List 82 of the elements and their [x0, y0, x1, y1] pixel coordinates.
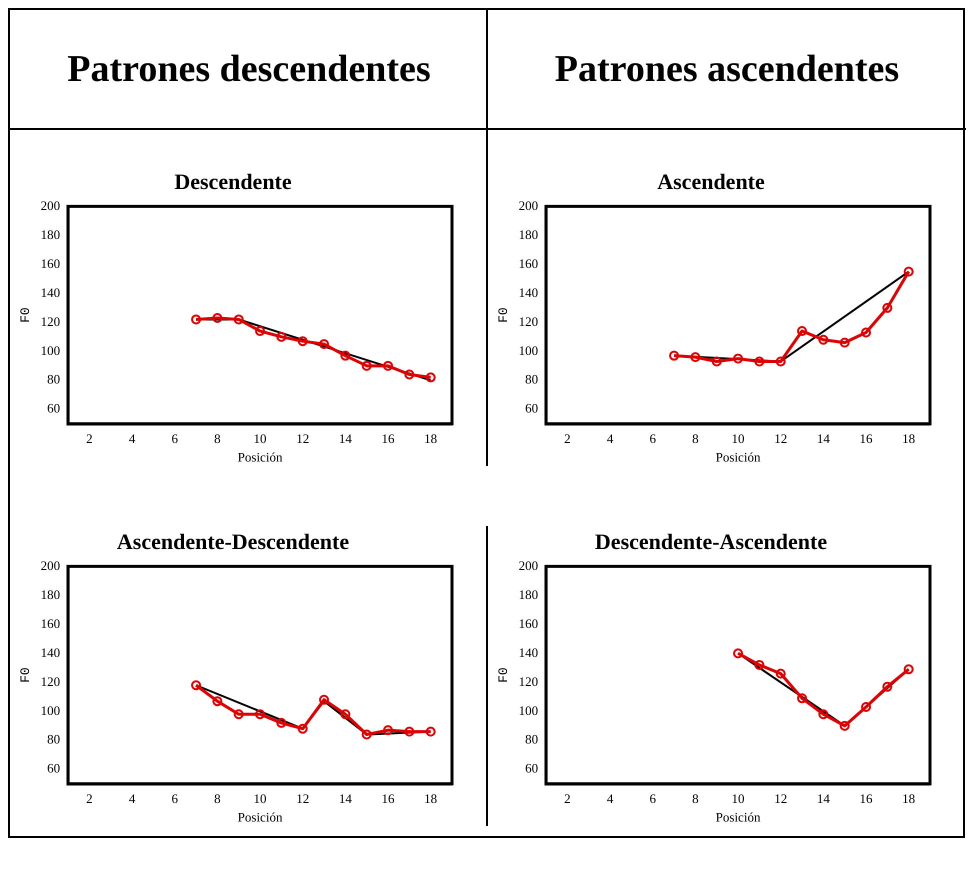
y-tick-label: 120 [40, 674, 60, 689]
x-tick-label: 10 [254, 791, 267, 806]
x-tick-label: 12 [296, 431, 310, 446]
y-tick-label: 60 [47, 760, 60, 776]
x-tick-label: 4 [128, 431, 136, 446]
y-tick-label: 80 [47, 372, 60, 387]
y-tick-label: 200 [40, 558, 60, 573]
x-axis-title: Posición [238, 810, 283, 825]
chart-title: Descendente [174, 168, 292, 194]
chart-title: Ascendente-Descendente [116, 528, 350, 554]
x-tick-label: 16 [860, 791, 874, 806]
y-tick-label: 180 [518, 226, 538, 242]
y-tick-label: 100 [40, 702, 60, 718]
y-tick-label: 100 [518, 342, 538, 358]
y-tick-label: 160 [518, 256, 538, 271]
y-tick-label: 140 [40, 644, 60, 660]
x-tick-label: 14 [338, 791, 352, 806]
y-tick-label: 80 [47, 732, 60, 747]
y-tick-label: 120 [518, 314, 538, 329]
x-tick-label: 8 [692, 791, 699, 806]
y-tick-label: 60 [525, 760, 538, 776]
y-axis-title: F0 [18, 307, 34, 323]
x-tick-label: 18 [902, 431, 916, 446]
y-tick-label: 200 [518, 198, 538, 213]
chart-title: Descendente-Ascendente [594, 528, 828, 554]
y-tick-label: 140 [40, 284, 60, 300]
x-tick-label: 6 [171, 791, 178, 806]
x-tick-label: 10 [732, 431, 745, 446]
x-tick-label: 12 [774, 791, 788, 806]
x-tick-label: 4 [128, 791, 136, 806]
x-tick-label: 8 [214, 791, 221, 806]
x-tick-label: 8 [692, 431, 699, 446]
x-tick-label: 18 [902, 791, 916, 806]
y-tick-label: 60 [47, 400, 60, 416]
x-tick-label: 6 [649, 431, 656, 446]
text: Patrones ascendentes [488, 10, 966, 130]
x-tick-label: 12 [296, 791, 310, 806]
y-tick-label: 100 [40, 342, 60, 358]
y-tick-label: 180 [518, 586, 538, 602]
y-tick-label: 160 [40, 256, 60, 271]
y-tick-label: 80 [525, 372, 538, 387]
x-tick-label: 6 [171, 431, 178, 446]
x-tick-label: 16 [382, 431, 396, 446]
x-axis-title: Posición [716, 810, 761, 825]
y-tick-label: 160 [518, 616, 538, 631]
x-tick-label: 16 [382, 791, 396, 806]
y-tick-label: 120 [518, 674, 538, 689]
x-tick-label: 6 [649, 791, 656, 806]
x-tick-label: 10 [254, 431, 267, 446]
x-tick-label: 14 [816, 431, 830, 446]
x-tick-label: 12 [774, 431, 788, 446]
x-axis-title: Posición [238, 450, 283, 465]
x-tick-label: 14 [338, 431, 352, 446]
y-tick-label: 180 [40, 226, 60, 242]
y-tick-label: 80 [525, 732, 538, 747]
y-tick-label: 200 [40, 198, 60, 213]
x-tick-label: 2 [564, 791, 571, 806]
y-tick-label: 120 [40, 314, 60, 329]
x-tick-label: 16 [860, 431, 874, 446]
y-tick-label: 140 [518, 644, 538, 660]
x-tick-label: 4 [606, 431, 614, 446]
x-tick-label: 2 [86, 791, 93, 806]
y-axis-title: F0 [18, 667, 34, 683]
x-tick-label: 18 [424, 791, 438, 806]
x-tick-label: 2 [86, 431, 93, 446]
x-tick-label: 4 [606, 791, 614, 806]
y-tick-label: 100 [518, 702, 538, 718]
y-tick-label: 180 [40, 586, 60, 602]
y-tick-label: 60 [525, 400, 538, 416]
y-axis-title: F0 [496, 667, 512, 683]
x-tick-label: 2 [564, 431, 571, 446]
y-tick-label: 200 [518, 558, 538, 573]
x-tick-label: 10 [732, 791, 745, 806]
x-tick-label: 8 [214, 431, 221, 446]
chart-title: Ascendente [657, 168, 765, 194]
y-tick-label: 160 [40, 616, 60, 631]
y-axis-title: F0 [496, 307, 512, 323]
x-tick-label: 14 [816, 791, 830, 806]
x-tick-label: 18 [424, 431, 438, 446]
x-axis-title: Posición [716, 450, 761, 465]
y-tick-label: 140 [518, 284, 538, 300]
text: Patrones descendentes [10, 10, 488, 130]
